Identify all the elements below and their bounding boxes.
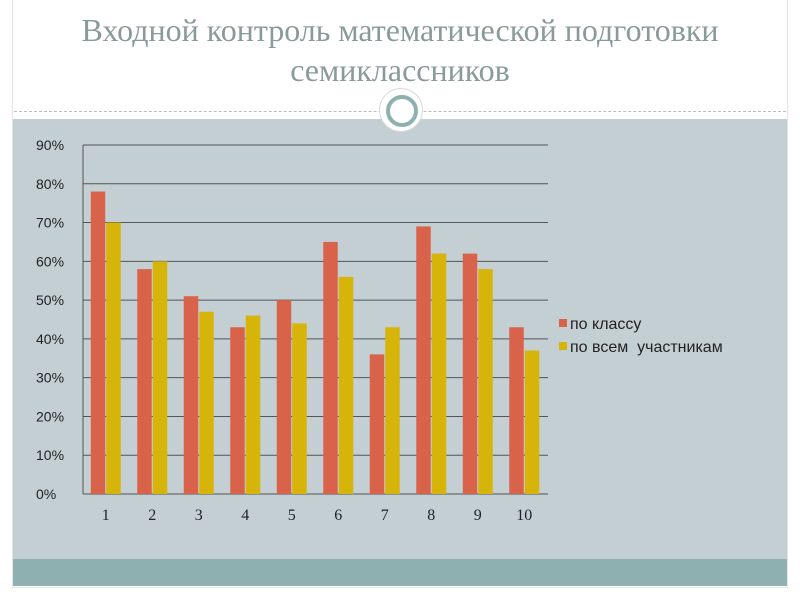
x-tick-label: 7 — [381, 507, 389, 524]
bar-all-8 — [431, 253, 447, 494]
bars — [90, 191, 540, 495]
slide-frame — [12, 0, 788, 588]
legend-swatch — [559, 319, 567, 327]
x-tick-label: 3 — [195, 507, 203, 524]
y-tick-label: 0% — [36, 486, 56, 502]
x-axis-ticks: 1 2 3 4 5 6 7 8 9 10 — [102, 507, 533, 524]
bar-all-3 — [199, 311, 214, 494]
x-tick-label: 6 — [334, 507, 342, 524]
bar-class-4 — [230, 327, 245, 494]
y-tick-label: 90% — [36, 137, 64, 153]
bar-class-6 — [323, 241, 338, 494]
bar-all-1 — [106, 222, 121, 495]
slide-title: Входной контроль математической подготов… — [12, 10, 788, 90]
y-tick-label: 60% — [36, 253, 64, 269]
y-tick-label: 80% — [36, 176, 64, 192]
ring-inner — [386, 95, 418, 127]
bar-all-7 — [385, 327, 400, 494]
bar-class-8 — [416, 226, 431, 494]
y-tick-label: 70% — [36, 215, 64, 231]
x-tick-label: 1 — [102, 507, 110, 524]
bar-all-9 — [478, 269, 493, 494]
bar-class-1 — [90, 191, 106, 495]
legend: по классу по всем участникам — [559, 316, 723, 356]
y-tick-label: 20% — [36, 408, 64, 424]
y-axis-ticks: 0% 10% 20% 30% 40% 50% 60% 70% 80% 90% — [36, 137, 64, 502]
legend-label: по классу — [570, 316, 641, 333]
y-tick-label: 10% — [36, 447, 64, 463]
bar-class-9 — [462, 253, 478, 494]
decorative-ring-icon — [379, 88, 423, 132]
y-tick-label: 30% — [36, 370, 64, 386]
x-tick-label: 5 — [288, 507, 296, 524]
x-tick-label: 8 — [427, 507, 435, 524]
legend-swatch — [559, 342, 567, 350]
bar-all-4 — [245, 315, 261, 494]
bar-all-6 — [338, 276, 354, 494]
x-tick-label: 9 — [474, 507, 482, 524]
bar-class-5 — [276, 300, 292, 494]
x-tick-label: 4 — [241, 507, 249, 524]
bar-all-2 — [152, 261, 168, 494]
y-tick-label: 40% — [36, 331, 64, 347]
bar-class-7 — [369, 354, 385, 494]
legend-label: по всем участникам — [570, 339, 723, 356]
footer-band — [13, 559, 787, 586]
bar-class-10 — [509, 327, 524, 494]
bar-class-2 — [137, 269, 152, 494]
bar-all-5 — [292, 323, 307, 494]
bar-class-3 — [183, 296, 199, 494]
title-line-1: Входной контроль математической подготов… — [81, 12, 719, 48]
x-tick-label: 2 — [148, 507, 156, 524]
x-tick-label: 10 — [516, 507, 532, 524]
bar-all-10 — [524, 350, 540, 494]
y-tick-label: 50% — [36, 292, 64, 308]
title-line-2: семиклассников — [290, 52, 510, 88]
